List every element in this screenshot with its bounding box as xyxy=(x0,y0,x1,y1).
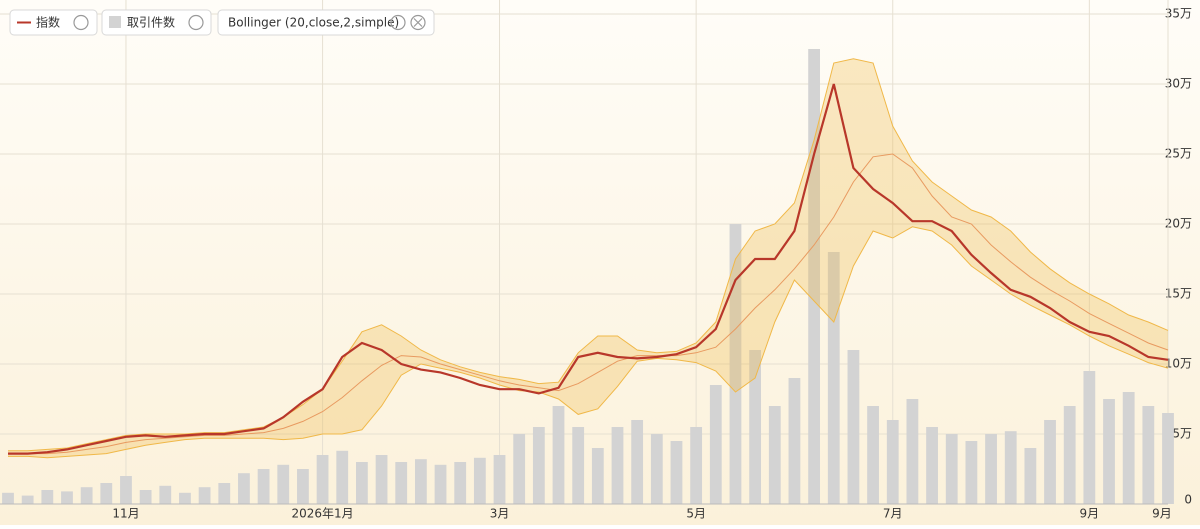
volume-bar xyxy=(985,434,997,504)
volume-bar xyxy=(690,427,703,504)
volume-bar xyxy=(1004,431,1017,504)
legend-label: 取引件数 xyxy=(127,15,175,30)
volume-bar xyxy=(139,490,152,504)
volume-bar xyxy=(1044,420,1056,504)
volume-bar xyxy=(1142,406,1155,504)
volume-bar xyxy=(926,427,938,504)
legend-label: 指数 xyxy=(36,15,60,30)
volume-bar xyxy=(867,406,879,504)
plot: 0 5万 10万 15万 20万 25万 30万 35万 11月 2026年1月 3月 5月 7月 9月 9… xyxy=(0,0,1192,521)
volume-bar xyxy=(120,476,132,504)
y-tick-label: 5万 xyxy=(1172,427,1192,441)
volume-bar xyxy=(2,492,14,504)
y-tick-label: 15万 xyxy=(1165,287,1192,301)
band-lower xyxy=(8,226,1169,459)
volume-bar xyxy=(198,487,211,504)
volume-bar xyxy=(473,457,486,504)
volume-bar xyxy=(591,448,604,504)
x-tick-label: 2026年1月 xyxy=(291,507,353,521)
legend: 指数 取引件数 Bollinger (20,close,2,simple) xyxy=(9,9,435,36)
volume-bar xyxy=(1024,448,1037,504)
y-tick-label: 20万 xyxy=(1165,217,1192,231)
legend-item[interactable] xyxy=(9,9,98,36)
x-tick-label: 9月 xyxy=(1080,507,1100,521)
legend-item[interactable] xyxy=(217,9,435,36)
y-tick-label: 30万 xyxy=(1165,77,1192,91)
volume-bar xyxy=(179,492,191,504)
volume-bar xyxy=(336,450,349,504)
band-fill xyxy=(8,58,1168,458)
index-line xyxy=(8,83,1169,455)
volume-bar xyxy=(749,350,762,504)
volume-bar xyxy=(454,462,467,504)
volume-bar xyxy=(532,427,545,504)
y-tick-label: 25万 xyxy=(1165,147,1192,161)
volume-bar xyxy=(827,252,840,504)
volume-bar xyxy=(21,495,34,504)
volume-bar xyxy=(552,406,565,504)
x-tick-label: 5月 xyxy=(686,507,706,521)
volume-bar xyxy=(277,464,290,504)
volume-bar xyxy=(41,490,54,504)
x-tick-label: 11月 xyxy=(112,507,139,521)
volume-bar xyxy=(434,464,447,504)
volume-bar xyxy=(375,455,388,504)
settings-icon[interactable] xyxy=(390,14,406,31)
x-tick-label: 7月 xyxy=(883,507,903,521)
volume-bar xyxy=(1083,371,1096,504)
volume-bar xyxy=(886,420,899,504)
volume-bar xyxy=(847,350,860,504)
y-tick-label: 10万 xyxy=(1165,357,1192,371)
close-icon[interactable] xyxy=(410,14,426,31)
volume-bar xyxy=(650,434,663,504)
settings-icon[interactable] xyxy=(188,14,204,31)
volume-bar xyxy=(218,483,231,504)
volume-bar xyxy=(395,462,408,504)
settings-icon[interactable] xyxy=(73,14,89,31)
volume-bar xyxy=(788,378,801,504)
volume-bar xyxy=(1103,399,1115,504)
volume-bar xyxy=(100,483,113,504)
volume-bar xyxy=(572,427,585,504)
volume-bar xyxy=(709,385,722,504)
volume-bar xyxy=(945,434,958,504)
volume-bar xyxy=(1122,392,1135,504)
volume-bar xyxy=(670,441,683,504)
legend-item[interactable] xyxy=(101,9,212,36)
volume-bar xyxy=(729,224,742,504)
band-middle xyxy=(8,153,1169,455)
legend-label: Bollinger (20,close,2,simple) xyxy=(228,16,399,30)
x-tick-label: 3月 xyxy=(490,507,510,521)
volume-bar xyxy=(808,49,820,504)
volume-bar xyxy=(61,491,73,504)
legend-swatch xyxy=(109,16,121,28)
x-tick-label: 9月 xyxy=(1152,507,1172,521)
volume-bar xyxy=(159,485,172,504)
volume-bar xyxy=(1162,413,1174,504)
volume-bar xyxy=(906,399,919,504)
volume-bar xyxy=(1063,406,1076,504)
volume-bar xyxy=(316,455,329,504)
volume-bar xyxy=(631,420,644,504)
close-icon[interactable] xyxy=(413,18,423,27)
volume-bar xyxy=(493,455,506,504)
volume-bar xyxy=(356,462,368,504)
y-tick-label: 35万 xyxy=(1165,7,1192,21)
volume-bar xyxy=(965,441,978,504)
volume-bar xyxy=(257,469,270,504)
band-upper xyxy=(8,58,1169,452)
volume-bar xyxy=(238,473,250,504)
volume-bar xyxy=(414,459,427,504)
y-tick-label: 0 xyxy=(1184,493,1192,507)
volume-bar xyxy=(80,487,93,504)
volume-bar xyxy=(513,434,526,504)
volume-bar xyxy=(297,469,309,504)
volume-bar xyxy=(768,406,781,504)
volume-bar xyxy=(611,427,624,504)
